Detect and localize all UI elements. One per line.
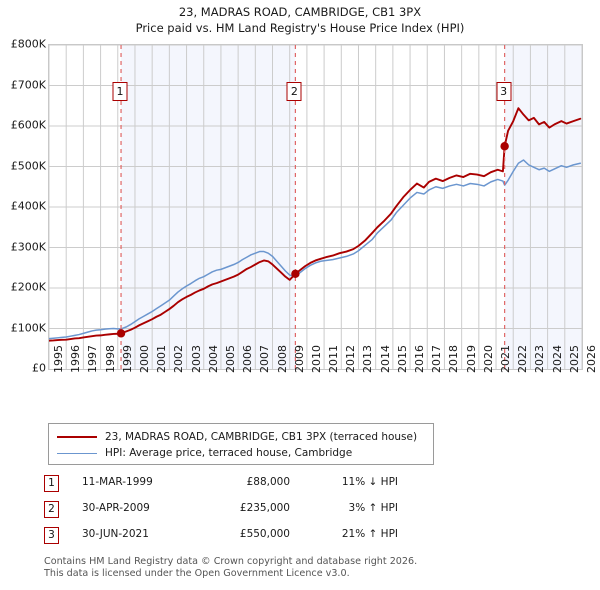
chart-subtitle: Price paid vs. HM Land Registry's House … [135, 21, 465, 35]
transactions-table: 1 11-MAR-1999 £88,000 11% ↓ HPI 2 30-APR-2009… [44, 473, 464, 551]
x-tick-label: 2021 [499, 345, 513, 373]
table-row[interactable]: 2 30-APR-2009 £235,000 3% ↑ HPI [44, 499, 464, 525]
marker-point-2[interactable] [291, 269, 300, 279]
y-tick-label: £600K [10, 118, 46, 132]
legend-label: HPI: Average price, terraced house, Camb… [105, 447, 353, 459]
transaction-hpi-delta: 21% ↑ HPI [341, 528, 398, 540]
transaction-date: 30-APR-2009 [82, 502, 150, 514]
marker-callout-2[interactable]: 2 [286, 82, 302, 101]
marker-point-3[interactable] [500, 142, 509, 151]
x-tick-label: 2009 [292, 345, 306, 373]
x-tick-label: 1996 [69, 345, 83, 373]
x-tick-label: 2020 [481, 345, 495, 373]
marker-callout-1[interactable]: 1 [112, 82, 128, 101]
chart-legend: 23, MADRAS ROAD, CAMBRIDGE, CB1 3PX (ter… [48, 423, 434, 465]
x-tick-label: 2016 [413, 345, 427, 373]
table-row[interactable]: 1 11-MAR-1999 £88,000 11% ↓ HPI [44, 473, 464, 499]
y-tick-label: £800K [10, 37, 46, 51]
legend-item-1: 23, MADRAS ROAD, CAMBRIDGE, CB1 3PX (ter… [57, 429, 425, 445]
x-tick-label: 2011 [327, 345, 341, 373]
x-tick-label: 1997 [86, 345, 100, 373]
x-tick-label: 2007 [258, 345, 272, 373]
x-tick-label: 2014 [378, 345, 392, 373]
marker-point-1[interactable] [116, 329, 126, 338]
x-tick-label: 2024 [550, 345, 564, 373]
transaction-index-badge: 3 [44, 527, 59, 544]
x-tick-label: 2017 [430, 345, 444, 373]
x-tick-label: 2025 [567, 345, 581, 373]
transaction-price: £550,000 [239, 528, 290, 540]
x-tick-label: 2022 [516, 345, 530, 373]
x-tick-label: 2023 [533, 345, 547, 373]
x-tick-label: 2000 [137, 345, 151, 373]
transaction-date: 30-JUN-2021 [82, 528, 149, 540]
table-row[interactable]: 3 30-JUN-2021 £550,000 21% ↑ HPI [44, 525, 464, 551]
x-tick-label: 2001 [155, 345, 169, 373]
transaction-index-badge: 1 [44, 475, 59, 492]
x-tick-label: 2013 [361, 345, 375, 373]
x-tick-label: 1998 [103, 345, 117, 373]
y-tick-label: £500K [10, 159, 46, 172]
chart-canvas [49, 45, 582, 369]
transaction-date: 11-MAR-1999 [82, 476, 153, 488]
x-tick-label: 2018 [447, 345, 461, 373]
page-title: 23, MADRAS ROAD, CAMBRIDGE, CB1 3PX Pric… [0, 4, 600, 36]
legend-item-2: HPI: Average price, terraced house, Camb… [57, 445, 425, 461]
footer-line-2: This data is licensed under the Open Gov… [44, 568, 350, 579]
x-tick-label: 1999 [120, 345, 134, 373]
legend-swatch-icon [57, 452, 97, 454]
y-tick-label: £400K [10, 199, 46, 213]
y-tick-label: £0 [32, 361, 46, 375]
transaction-index-badge: 2 [44, 501, 59, 518]
y-tick-label: £200K [10, 280, 46, 294]
x-tick-label: 2010 [309, 345, 323, 373]
x-tick-label: 2003 [189, 345, 203, 373]
footer: Contains HM Land Registry data © Crown c… [44, 556, 564, 580]
footer-line-1: Contains HM Land Registry data © Crown c… [44, 556, 418, 567]
transaction-price: £88,000 [246, 476, 290, 488]
x-tick-label: 2008 [275, 345, 289, 373]
x-tick-label: 2002 [172, 345, 186, 373]
x-tick-label: 2004 [206, 345, 220, 373]
series-line-hpi [49, 159, 582, 340]
x-tick-label: 1995 [52, 345, 65, 373]
marker-callout-3[interactable]: 3 [496, 82, 512, 101]
transaction-price: £235,000 [239, 502, 290, 514]
transaction-hpi-delta: 11% ↓ HPI [341, 476, 398, 488]
transaction-hpi-delta: 3% ↑ HPI [348, 502, 398, 514]
chart-title: 23, MADRAS ROAD, CAMBRIDGE, CB1 3PX [178, 5, 422, 19]
legend-label: 23, MADRAS ROAD, CAMBRIDGE, CB1 3PX (ter… [105, 431, 418, 443]
x-tick-label: 2005 [223, 345, 237, 373]
y-tick-label: £700K [10, 78, 46, 91]
x-tick-label: 2006 [241, 345, 255, 373]
x-tick-label: 2019 [464, 345, 478, 373]
x-tick-label: 2012 [344, 345, 358, 373]
y-tick-label: £300K [10, 240, 46, 253]
y-tick-label: £100K [10, 321, 46, 334]
legend-swatch-icon [57, 436, 97, 438]
chart-plot-area [48, 44, 583, 370]
x-tick-label: 2026 [585, 345, 598, 373]
x-tick-label: 2015 [395, 345, 409, 373]
